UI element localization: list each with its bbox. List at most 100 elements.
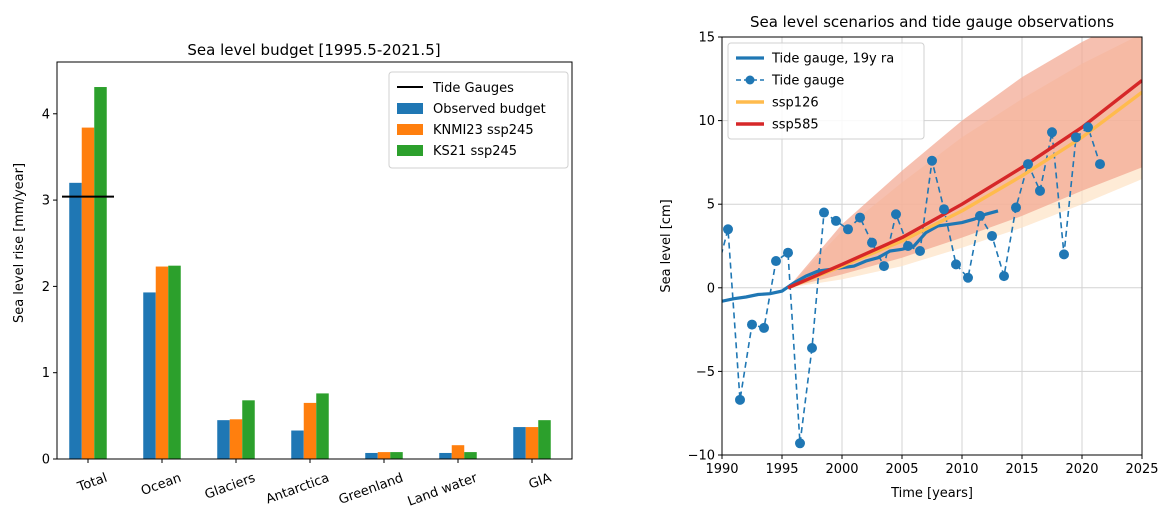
tide-gauge-point — [783, 247, 793, 258]
tide-gauge-point — [903, 241, 913, 251]
bar-greenland-knmi23-ssp245 — [377, 452, 391, 459]
y-tick-label: 0 — [707, 281, 715, 296]
bar-gia-observed-budget — [513, 427, 526, 459]
legend-label-0: Tide gauge, 19y ra — [771, 52, 894, 67]
tide-gauge-point — [819, 207, 829, 218]
scenario-chart-title: Sea level scenarios and tide gauge obser… — [750, 13, 1114, 31]
tide-gauge-point — [927, 155, 937, 166]
bar-gia-knmi23-ssp245 — [525, 427, 539, 459]
y-tick-label: 10 — [698, 114, 715, 129]
x-tick-label: 2010 — [945, 462, 978, 477]
scenario-x-axis-label: Time [years] — [890, 486, 973, 501]
tide-gauge-point — [891, 209, 901, 220]
x-tick-label: Antarctica — [264, 471, 331, 506]
x-tick-label: 2000 — [825, 462, 858, 477]
bar-total-ks21-ssp245 — [94, 87, 107, 459]
x-tick-label: 1990 — [705, 462, 738, 477]
tide-gauge-point — [975, 210, 985, 221]
scenario-line-ssp585 — [787, 79, 1142, 290]
legend-marker-tide-gauge — [745, 75, 755, 85]
bar-antarctica-ks21-ssp245 — [316, 393, 329, 459]
scenario-x-ticks: 1990 1995 2000 2005 2010 2015 2020 2025 — [705, 455, 1159, 477]
x-tick-label: 2015 — [1005, 462, 1038, 477]
tide-gauge-point — [951, 259, 961, 270]
x-tick-label: 2020 — [1065, 462, 1098, 477]
bar-land-water-ks21-ssp245 — [464, 452, 477, 459]
bar-glaciers-knmi23-ssp245 — [229, 419, 243, 459]
scenario-lines — [711, 79, 1142, 449]
tide-gauge-point — [1071, 132, 1081, 143]
scenario-y-axis-label: Sea level [cm] — [659, 199, 674, 292]
bar-gia-ks21-ssp245 — [538, 420, 551, 459]
legend-swatch-ks21-ssp245 — [397, 145, 423, 156]
bar-greenland-observed-budget — [365, 452, 378, 459]
y-tick-label: 4 — [42, 107, 50, 122]
tide-gauge-point — [771, 256, 781, 267]
tide-gauge-point — [711, 269, 721, 279]
budget-x-ticks: Total Ocean Glaciers Antarctica Greenland Lan… — [75, 459, 554, 510]
scenario-bands — [788, 37, 1142, 288]
budget-plot-frame — [56, 61, 573, 460]
x-tick-label: Greenland — [337, 471, 406, 506]
bar-land-water-observed-budget — [439, 452, 452, 459]
legend-swatch-observed-budget — [397, 103, 423, 114]
x-tick-label: 1995 — [765, 462, 798, 477]
legend-label-1: Tide gauge — [771, 74, 844, 89]
budget-y-ticks: 0 1 2 3 4 — [42, 107, 57, 468]
tide-gauge-point — [999, 271, 1009, 282]
legend-label-2: ssp126 — [772, 96, 819, 111]
y-tick-label: 3 — [42, 194, 50, 209]
bar-ocean-observed-budget — [143, 292, 156, 459]
legend-label-3: ssp585 — [772, 118, 819, 133]
band-ssp585 — [788, 37, 1142, 288]
tide-gauge-point — [1035, 185, 1045, 196]
bar-total-observed-budget — [69, 182, 82, 459]
y-tick-label: −5 — [696, 365, 715, 380]
tide-gauge-point — [1083, 122, 1093, 133]
bar-antarctica-observed-budget — [291, 430, 304, 459]
tide-gauge-point — [747, 319, 757, 330]
tide-gauge-point — [807, 342, 817, 353]
x-tick-label: Ocean — [139, 471, 183, 499]
tide-gauge-point — [915, 246, 925, 257]
bar-ocean-knmi23-ssp245 — [155, 266, 169, 459]
x-tick-label: GIA — [527, 471, 554, 493]
scenario-legend: Tide gauge, 19y ra Tide gauge ssp126 ssp585 — [727, 42, 925, 140]
tide-gauge-point — [759, 322, 769, 333]
tide-gauge-point — [1047, 127, 1057, 138]
tide-gauge-point — [963, 272, 973, 283]
tide-gauge-running-average-line — [722, 209, 999, 303]
x-tick-label: 2005 — [885, 462, 918, 477]
legend-swatch-knmi23-ssp245 — [397, 124, 423, 135]
bar-greenland-ks21-ssp245 — [390, 452, 403, 459]
y-tick-label: 0 — [42, 453, 50, 468]
bar-glaciers-ks21-ssp245 — [242, 400, 255, 459]
tide-gauge-point — [1011, 202, 1021, 213]
x-tick-label: Land water — [406, 470, 480, 506]
bar-total-knmi23-ssp245 — [81, 127, 95, 459]
bar-glaciers-observed-budget — [217, 420, 230, 459]
scenario-plot-frame — [721, 36, 1143, 456]
bar-ocean-ks21-ssp245 — [168, 265, 181, 459]
legend-label-tide-gauges: Tide Gauges — [432, 81, 514, 96]
tide-gauge-point — [723, 224, 733, 235]
legend-box — [727, 42, 925, 140]
budget-legend: Tide Gauges Observed budget KNMI23 ssp245 K… — [388, 71, 569, 169]
tide-gauge-point — [735, 394, 745, 405]
y-tick-label: 2 — [42, 280, 50, 295]
y-tick-label: 15 — [698, 31, 715, 46]
y-tick-label: −10 — [688, 449, 715, 464]
tide-gauge-point — [843, 224, 853, 235]
budget-y-axis-label: Sea level rise [mm/year] — [12, 163, 27, 323]
y-tick-label: 1 — [42, 366, 50, 381]
tide-gauge-point — [1095, 159, 1105, 170]
legend-label-ks21-ssp245: KS21 ssp245 — [433, 144, 517, 159]
tide-gauge-point — [867, 237, 877, 248]
tide-gauge-point — [795, 438, 805, 449]
legend-label-knmi23-ssp245: KNMI23 ssp245 — [433, 123, 534, 138]
tide-gauge-point — [939, 204, 949, 215]
budget-bar-chart: Sea level budget [1995.5-2021.5] Sea lev… — [12, 41, 573, 510]
x-tick-label: Total — [75, 471, 110, 496]
